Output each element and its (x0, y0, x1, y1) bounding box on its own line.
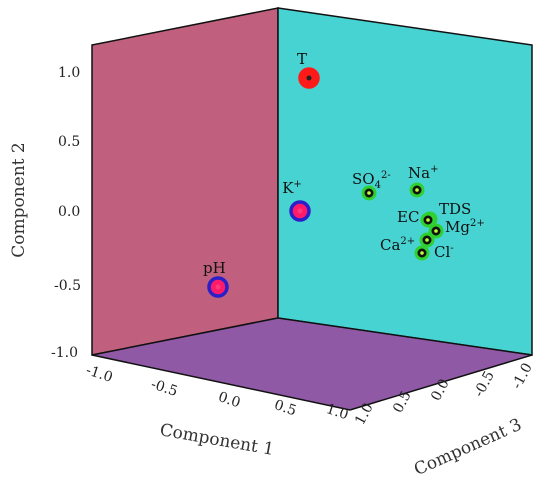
y-tick-label: -1.0 (51, 345, 78, 361)
point-center (306, 75, 312, 81)
point-center (367, 191, 371, 195)
point-na: Na+ (408, 164, 438, 198)
point-label: T (297, 50, 307, 68)
z-tick-label: -1.0 (509, 360, 536, 391)
back-wall (277, 7, 533, 356)
point-center (215, 284, 221, 290)
z-axis-title: Component 3 (411, 415, 525, 480)
y-tick-label: -0.5 (54, 278, 81, 294)
point-t: T (297, 50, 320, 89)
point-ph: pH (203, 259, 229, 298)
y-axis-title: Component 2 (9, 142, 29, 258)
point-label: EC (397, 208, 419, 226)
z-tick-label: -0.5 (471, 368, 498, 399)
x-axis-title: Component 1 (158, 420, 275, 460)
point-label: Cl- (434, 243, 454, 261)
x-tick-label: -0.5 (149, 376, 180, 400)
point-label: pH (203, 259, 226, 277)
point-cl: Cl- (414, 243, 454, 261)
point-center (434, 229, 438, 233)
y-tick-label: 0.5 (58, 134, 80, 150)
x-tick-label: 0.0 (216, 389, 242, 411)
floor (91, 317, 533, 411)
y-tick-label: 0.0 (58, 204, 80, 220)
x-tick-label: 1.0 (324, 401, 350, 423)
point-center (420, 251, 424, 255)
point-center (426, 218, 430, 222)
x-tick-label: 0.5 (272, 397, 298, 419)
x-tick-label: -1.0 (84, 362, 115, 386)
point-center (297, 208, 303, 214)
point-center (415, 188, 419, 192)
y-tick-label: 1.0 (58, 65, 80, 81)
point-center (425, 238, 429, 242)
point-label: TDS (439, 200, 471, 218)
point-ec: EC (397, 208, 436, 228)
left-wall (91, 7, 279, 356)
